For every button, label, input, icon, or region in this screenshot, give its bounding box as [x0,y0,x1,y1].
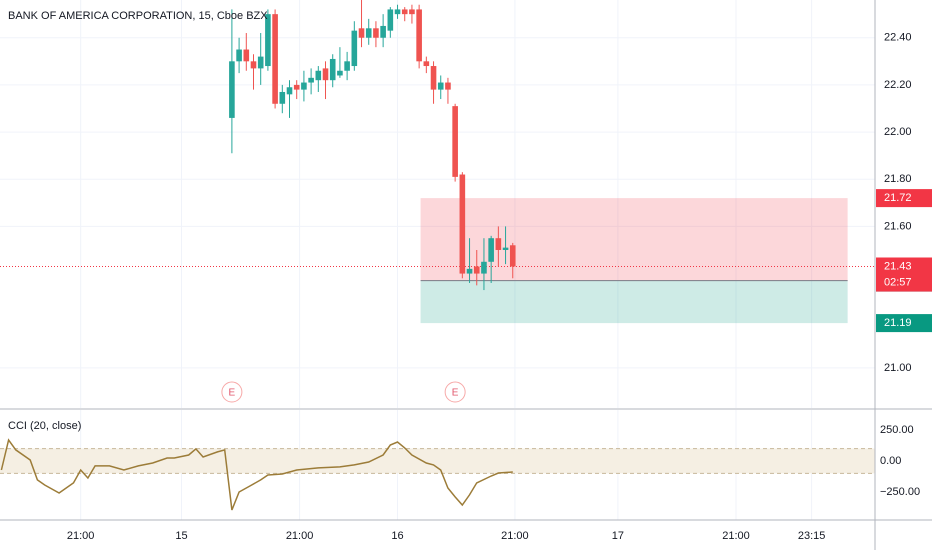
x-tick-label: 21:00 [67,530,95,542]
candle-body [329,58,336,81]
candle-body [437,82,444,90]
candle-body [488,238,494,262]
candle-body [250,61,257,69]
x-tick-label: 21:00 [501,530,529,542]
x-tick-label: 16 [391,530,403,542]
candle-body [481,261,487,274]
candle-body [243,49,250,62]
candle-body [365,28,372,38]
grid [0,0,875,520]
candle-body [452,106,458,177]
earnings-marker [444,381,466,403]
candle-body [265,14,271,67]
indicator-title: CCI (20, close) [8,420,81,432]
candle-body [272,14,278,104]
target-zone [420,280,848,324]
cci-line [0,438,513,511]
candle-body [409,9,415,15]
candle-body [351,30,358,67]
candle-body [394,9,401,15]
y2-tick-label: 0.00 [880,455,901,467]
candle-body [236,49,242,62]
x-tick-label: 15 [175,530,187,542]
candle-body [466,268,473,274]
candle-body [401,9,408,15]
candle-body [293,84,300,90]
candle-body [416,9,422,62]
stop-label: 21.72 [884,192,912,204]
candle-body [423,61,430,67]
candle-body [358,28,365,38]
countdown-label: 02:57 [884,276,912,288]
chart-title: BANK OF AMERICA CORPORATION, 15, Cboe BZ… [8,10,268,22]
candle-body [337,70,343,76]
candle-body [373,28,379,38]
candle-body [308,77,314,83]
candle-body [380,25,386,38]
candle-body [459,174,466,274]
x-tick-label: 17 [612,530,624,542]
cci-band [0,448,875,474]
y-tick-label: 21.60 [884,220,912,232]
target-label-box [876,314,932,333]
x-tick-label: 23:15 [798,530,826,542]
current-price-label: 21.43 [884,260,912,272]
stop-label-box [876,189,932,208]
y-tick-label: 21.80 [884,173,912,185]
x-tick-label: 21:00 [286,530,314,542]
candle-body [473,266,480,274]
y-tick-label: 22.00 [884,126,912,138]
candle-body [322,68,329,81]
candle-body [445,82,451,90]
x-tick-label: 21:00 [722,530,750,542]
candle-body [344,61,350,71]
candle-body [279,91,286,104]
earnings-label: E [452,388,459,399]
candle-body [301,82,307,90]
candle-body [229,61,235,118]
candle-body [509,245,516,267]
candle-body [502,247,509,250]
axes: 21:00 15 21:00 16 21:00 17 21:00 23:15 22.40 22.2… [67,32,932,542]
current-price-box [876,257,932,292]
y-tick-label: 21.00 [884,362,912,374]
candle-body [315,70,322,81]
y-tick-label: 22.20 [884,79,912,91]
candle-body [257,56,264,69]
y2-tick-label: −250.00 [880,486,920,498]
candle-body [495,238,502,250]
earnings-marker [221,381,243,403]
y2-tick-label: 250.00 [880,424,914,436]
candle-body [430,66,437,90]
candle-body [286,87,293,95]
target-label: 21.19 [884,317,912,329]
earnings-label: E [229,388,236,399]
y-tick-label: 22.40 [884,32,912,44]
candle-body [387,9,394,31]
